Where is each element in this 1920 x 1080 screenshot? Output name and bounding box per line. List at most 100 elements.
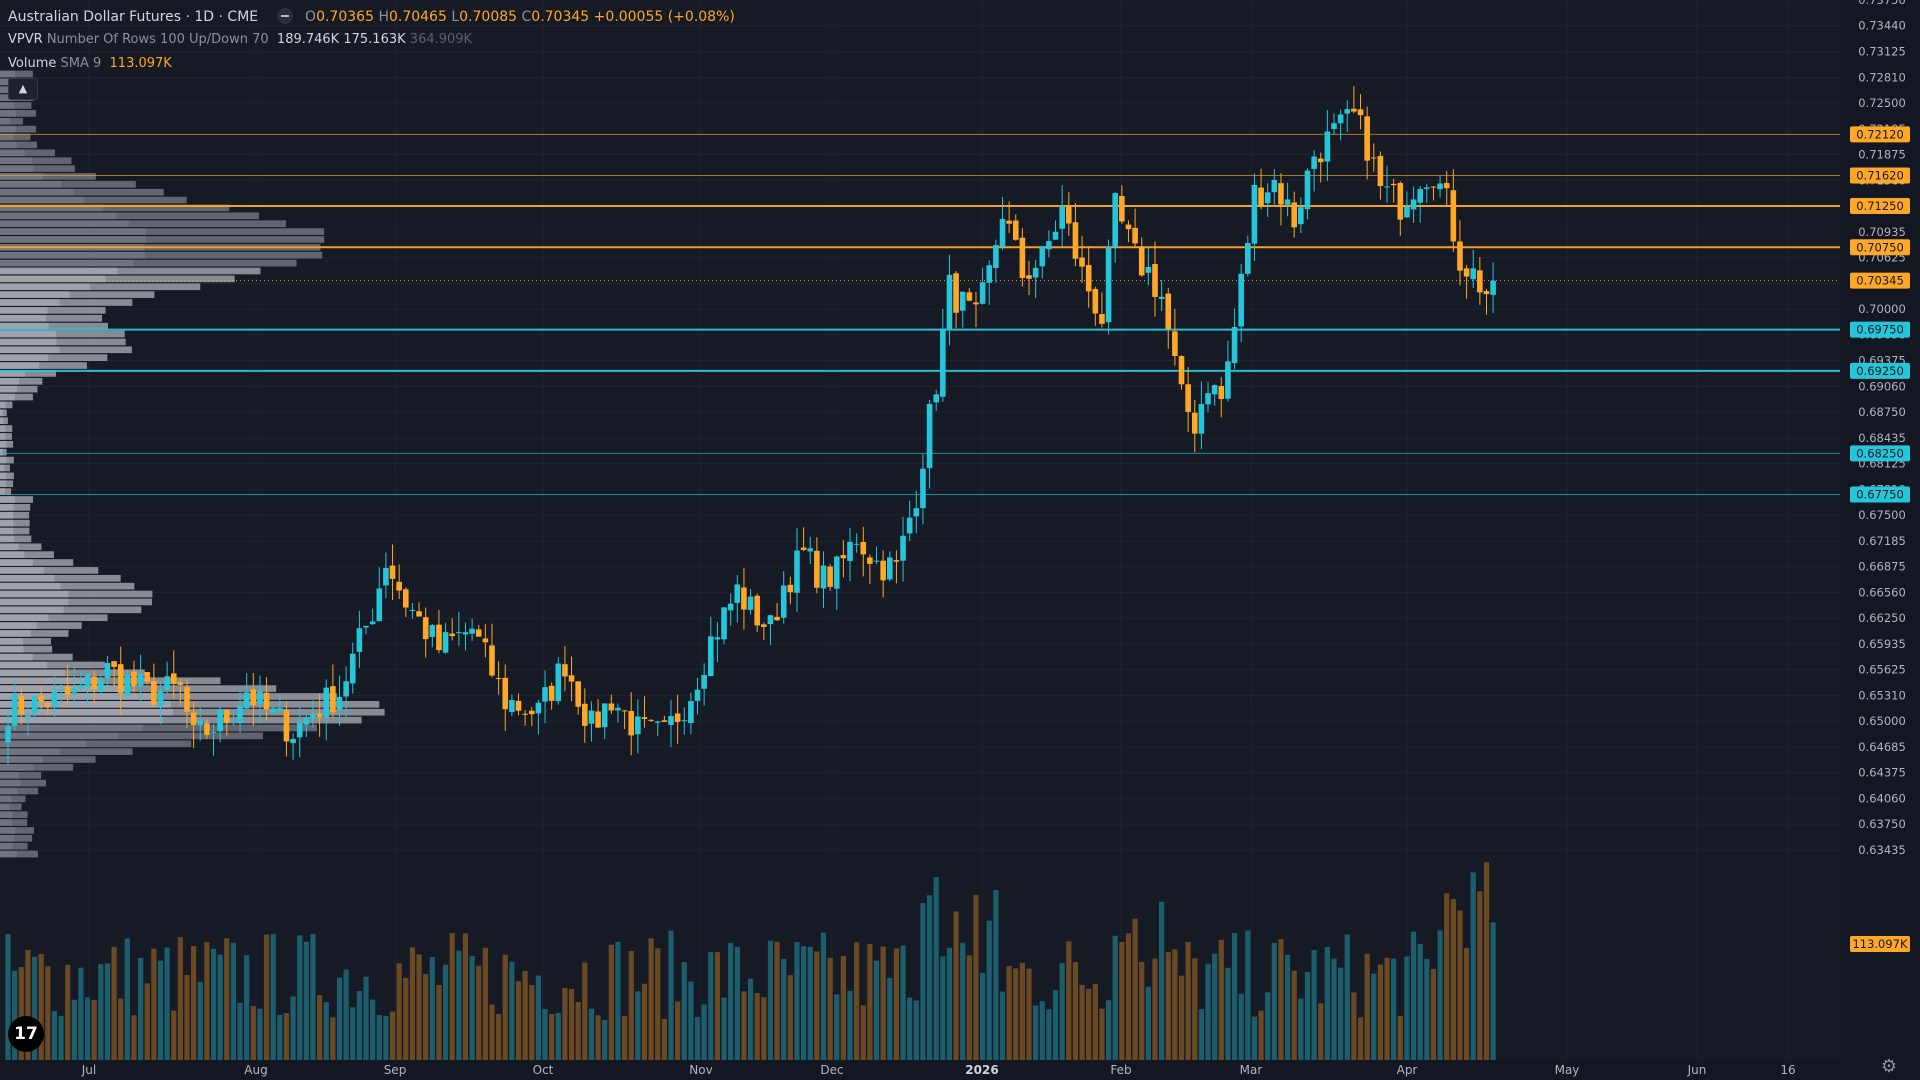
candle-body <box>1152 264 1158 297</box>
volume-bar <box>429 956 435 1060</box>
level-label: 0.71250 <box>1856 199 1904 213</box>
profile-row-up <box>0 370 26 377</box>
candle-body <box>820 565 827 589</box>
symbol-title[interactable]: Australian Dollar Futures · 1D · CME <box>8 9 259 25</box>
tradingview-logo-icon[interactable]: 17 <box>8 1016 44 1052</box>
profile-row-up <box>0 598 69 606</box>
candle-body <box>674 713 681 722</box>
volume-bar <box>51 1010 58 1060</box>
vpvr-up-volume: 189.746K <box>276 32 340 47</box>
volume-legend[interactable]: Volume SMA 9 113.097K <box>8 56 172 71</box>
candle-body <box>31 696 38 714</box>
high-label: H <box>378 9 389 25</box>
profile-row-up <box>0 842 13 850</box>
profile-row <box>0 141 38 149</box>
candle-body <box>429 625 436 637</box>
candle-body <box>1443 182 1450 189</box>
candle-body <box>522 713 528 715</box>
volume-bar <box>568 988 575 1060</box>
volume-bar <box>966 955 972 1060</box>
close-value: 0.70345 <box>531 9 590 25</box>
candle-body <box>1138 246 1145 276</box>
volume-bar <box>1039 1001 1045 1060</box>
profile-row <box>0 748 133 755</box>
volume-bar <box>489 1004 495 1060</box>
candle-body <box>940 328 946 397</box>
candle-body <box>1006 220 1012 224</box>
volume-bar <box>840 955 846 1060</box>
profile-row <box>0 251 323 259</box>
volume-bar <box>595 1015 601 1060</box>
volume-bar <box>933 877 939 1060</box>
profile-row <box>0 551 54 558</box>
profile-row <box>0 637 51 645</box>
profile-row-up <box>0 653 33 661</box>
profile-row <box>0 236 325 243</box>
candle-body <box>1218 386 1225 399</box>
profile-row <box>0 354 108 361</box>
volume-bar <box>436 985 442 1060</box>
eye-icon[interactable] <box>276 8 293 24</box>
profile-row <box>0 464 10 472</box>
candle-body <box>707 636 714 677</box>
volume-bar <box>171 1010 177 1060</box>
vpvr-total-volume: 364.909K <box>409 32 473 47</box>
candle-body <box>58 689 64 691</box>
profile-row-up <box>0 362 40 369</box>
time-tick-label: 2026 <box>965 1063 998 1077</box>
profile-row-up <box>0 519 14 527</box>
profile-row-up <box>0 259 134 267</box>
volume-bar <box>953 911 959 1060</box>
volume-bar <box>847 990 853 1060</box>
volume-bar <box>787 975 793 1060</box>
volume-bar <box>1159 901 1165 1060</box>
volume-bar <box>1464 947 1470 1060</box>
profile-row <box>0 149 55 157</box>
candle-body <box>1483 291 1490 295</box>
volume-bar <box>84 997 91 1060</box>
profile-row-up <box>0 748 60 755</box>
profile-row-up <box>0 165 34 172</box>
volume-bar <box>1304 971 1311 1060</box>
candle-body <box>436 624 442 651</box>
candle-body <box>1317 158 1324 163</box>
candle-body <box>98 679 104 691</box>
level-label: 0.69750 <box>1856 323 1904 337</box>
volume-bar <box>1006 965 1012 1060</box>
candle-body <box>1298 207 1304 225</box>
candle-body <box>177 682 184 685</box>
price-tick-label: 0.68750 <box>1858 405 1906 419</box>
profile-row-up <box>0 417 4 425</box>
candle-body <box>1364 116 1370 161</box>
profile-row-up <box>0 173 44 180</box>
volume-bar <box>423 974 429 1060</box>
profile-row-up <box>0 228 146 235</box>
profile-row <box>0 842 28 850</box>
profile-row <box>0 787 39 795</box>
vpvr-legend[interactable]: VPVR Number Of Rows 100 Up/Down 70 189.7… <box>8 32 472 47</box>
candle-body <box>615 707 621 711</box>
candle-body <box>535 702 542 714</box>
candle-body <box>383 567 389 586</box>
candle-body <box>568 675 575 682</box>
candle-body <box>794 550 800 593</box>
volume-bar <box>1185 941 1191 1060</box>
gear-icon[interactable]: ⚙ <box>1880 1056 1898 1077</box>
candle-body <box>1470 268 1477 280</box>
volume-bar <box>356 990 362 1060</box>
profile-row <box>0 330 125 338</box>
volume-bar <box>502 954 508 1060</box>
volume-bar <box>801 946 807 1060</box>
candle-body <box>542 687 548 702</box>
volume-bar <box>343 969 349 1060</box>
volume-bar <box>350 1007 356 1060</box>
chevron-up-icon[interactable]: ▲ <box>8 78 38 100</box>
volume-bar <box>721 997 727 1060</box>
vpvr-name: VPVR <box>8 32 43 47</box>
profile-row <box>0 764 74 771</box>
profile-row <box>0 456 14 464</box>
candle-body <box>1284 199 1291 205</box>
volume-bar <box>303 941 309 1060</box>
price-tick-label: 0.65310 <box>1858 689 1906 703</box>
